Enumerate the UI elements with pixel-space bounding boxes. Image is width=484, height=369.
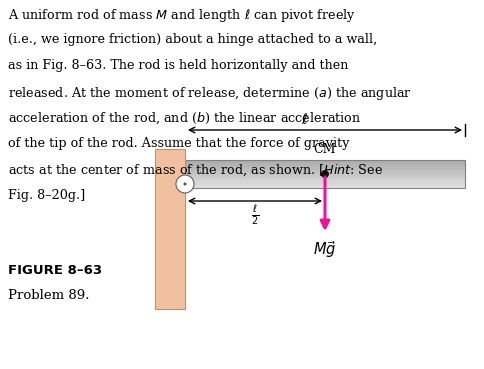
Bar (185, 166, 465, 167)
Text: Problem 89.: Problem 89. (8, 289, 90, 302)
Text: $\frac{\ell}{2}$: $\frac{\ell}{2}$ (251, 204, 259, 227)
Bar (155, 149, 185, 309)
Bar (185, 169, 465, 170)
Circle shape (176, 175, 194, 193)
Text: released. At the moment of release, determine ($a$) the angular: released. At the moment of release, dete… (8, 85, 412, 102)
Text: CM: CM (314, 143, 336, 156)
Text: acts at the center of mass of the rod, as shown. [$\it{Hint}$: See: acts at the center of mass of the rod, a… (8, 163, 383, 179)
Bar (185, 167, 465, 168)
Circle shape (321, 170, 329, 178)
Text: as in Fig. 8–63. The rod is held horizontally and then: as in Fig. 8–63. The rod is held horizon… (8, 59, 348, 72)
Bar (185, 171, 465, 172)
Bar (185, 181, 465, 182)
Text: Fig. 8–20g.]: Fig. 8–20g.] (8, 189, 85, 202)
Bar (185, 170, 465, 171)
Bar (185, 165, 465, 166)
Bar (185, 182, 465, 183)
Text: of the tip of the rod. Assume that the force of gravity: of the tip of the rod. Assume that the f… (8, 137, 349, 150)
Bar (185, 183, 465, 184)
Bar (185, 179, 465, 180)
Text: $M\vec{g}$: $M\vec{g}$ (313, 239, 337, 260)
Bar (185, 187, 465, 188)
Bar (185, 163, 465, 165)
Text: $\ell$: $\ell$ (302, 112, 308, 127)
Bar (185, 173, 465, 175)
Bar (185, 160, 465, 161)
Bar (185, 172, 465, 173)
Bar (185, 184, 465, 186)
Bar (185, 168, 465, 169)
Text: acceleration of the rod, and ($b$) the linear acceleration: acceleration of the rod, and ($b$) the l… (8, 111, 362, 127)
Text: FIGURE 8–63: FIGURE 8–63 (8, 264, 102, 277)
Bar (185, 177, 465, 178)
Bar (185, 180, 465, 181)
Circle shape (183, 183, 186, 186)
Bar (185, 162, 465, 163)
Text: (i.e., we ignore friction) about a hinge attached to a wall,: (i.e., we ignore friction) about a hinge… (8, 33, 377, 46)
Bar (185, 176, 465, 177)
Bar (185, 178, 465, 179)
Bar (185, 186, 465, 187)
Bar (185, 160, 465, 188)
Bar (185, 175, 465, 176)
Text: A uniform rod of mass $M$ and length $\ell$ can pivot freely: A uniform rod of mass $M$ and length $\e… (8, 7, 356, 24)
Bar (185, 161, 465, 162)
